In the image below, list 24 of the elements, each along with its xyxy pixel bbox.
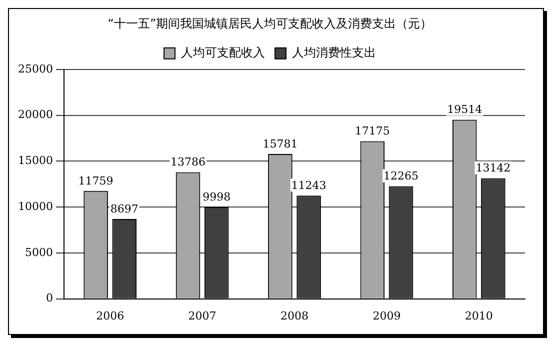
y-tick-label: 10000 (18, 200, 53, 213)
x-tick-label: 2009 (372, 309, 401, 322)
data-label: 19514 (447, 103, 482, 116)
x-tick-label: 2008 (280, 309, 308, 322)
x-tick-label: 2007 (188, 309, 216, 322)
data-label: 9998 (202, 190, 231, 204)
x-tick-label: 2010 (464, 309, 493, 322)
y-tick-label: 25000 (18, 62, 53, 76)
y-tick-label: 20000 (18, 108, 53, 122)
chart-title: “十一五”期间我国城镇居民人均可支配收入及消费支出（元） (108, 16, 432, 30)
data-label: 15781 (262, 137, 298, 150)
data-label: 17175 (354, 124, 390, 138)
data-label: 13786 (170, 156, 206, 169)
data-label: 12265 (383, 170, 418, 183)
data-label: 11759 (78, 174, 114, 188)
legend-label: 人均消费性支出 (292, 46, 376, 60)
data-label: 11243 (291, 178, 326, 192)
data-label: 8697 (110, 202, 138, 216)
y-tick-label: 5000 (24, 246, 53, 259)
x-tick-label: 2006 (96, 309, 124, 322)
data-label: 13142 (476, 162, 511, 175)
legend-label: 人均可支配收入 (181, 46, 265, 60)
y-tick-label: 15000 (18, 154, 53, 168)
y-tick-label: 0 (46, 292, 53, 305)
